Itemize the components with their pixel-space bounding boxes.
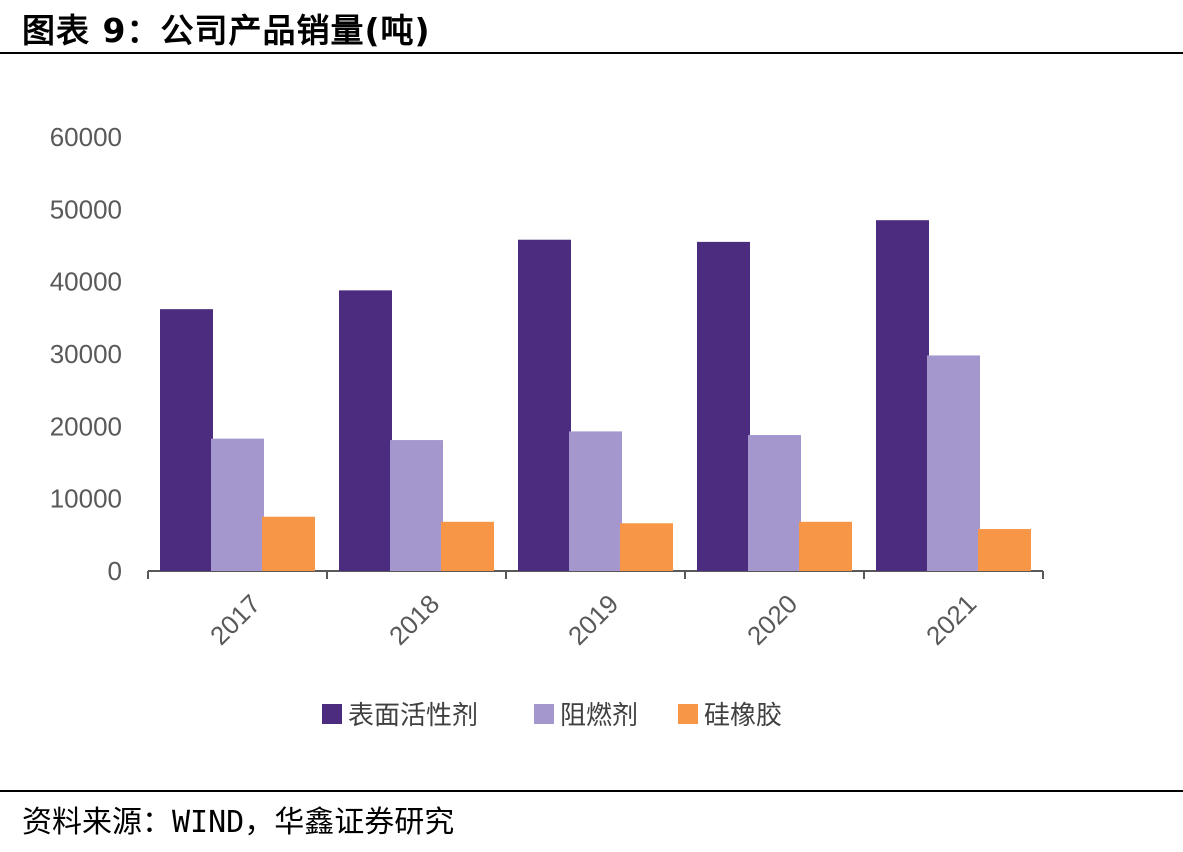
y-tick-label: 20000 [50,411,122,441]
y-tick-label: 0 [108,556,122,586]
legend-swatch [678,704,698,724]
legend-swatch [322,704,342,724]
y-tick-label: 10000 [50,484,122,514]
y-tick-label: 40000 [50,267,122,297]
legend-label: 硅橡胶 [704,701,782,731]
legend-swatch [534,704,554,724]
figure-title: 图表 9：公司产品销量(吨) [22,11,431,50]
bar-chart: 0 10000 20000 30000 40000 50000 60000 2017 2018 2… [50,122,1044,731]
source-note: 资料来源：WIND，华鑫证券研究 [22,805,455,840]
bar-2018-2 [390,440,443,571]
legend-label: 阻燃剂 [560,701,638,731]
x-tick-label: 2020 [741,589,803,651]
bar-2017-1 [160,309,213,571]
bar-2021-2 [927,355,980,571]
top-rule [0,52,1183,54]
bar-2017-2 [211,438,264,571]
bar-2019-1 [518,239,571,572]
bar-2020-1 [697,241,750,571]
bar-2018-1 [339,290,392,571]
bar-2017-3 [262,516,315,571]
bar-2021-1 [876,220,929,571]
bar-2020-3 [799,521,852,571]
bar-2020-2 [748,435,801,571]
y-tick-label: 60000 [50,122,122,152]
bar-2019-2 [569,431,622,571]
bar-2021-3 [978,529,1031,571]
x-tick-label: 2018 [383,589,445,651]
y-tick-label: 50000 [50,194,122,224]
bottom-rule [0,790,1183,792]
x-tick-label: 2017 [204,589,266,651]
y-tick-label: 30000 [50,339,122,369]
x-tick-label: 2019 [562,589,624,651]
bar-2019-3 [620,523,673,571]
legend-label: 表面活性剂 [348,701,478,731]
x-tick-label: 2021 [920,589,982,651]
bar-2018-3 [441,521,494,571]
